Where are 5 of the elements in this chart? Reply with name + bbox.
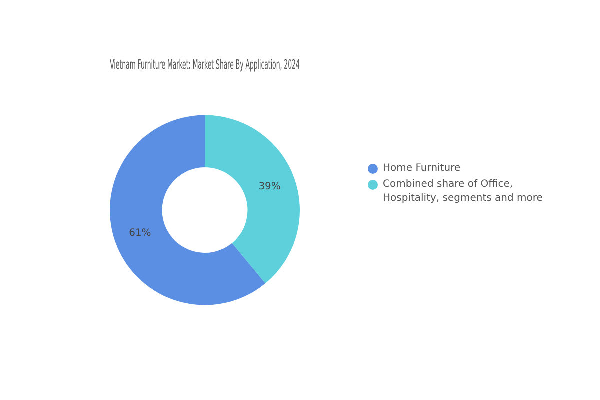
data-label: 39% — [258, 182, 281, 193]
data-label: 61% — [129, 228, 152, 240]
legend-label: Combined share of Office, Hospitality, segments and more — [383, 178, 544, 206]
chart-title: Vietnam Furniture Market: Market Share By Application, 2024 — [110, 58, 300, 74]
legend-label: Home Furniture — [383, 162, 461, 176]
